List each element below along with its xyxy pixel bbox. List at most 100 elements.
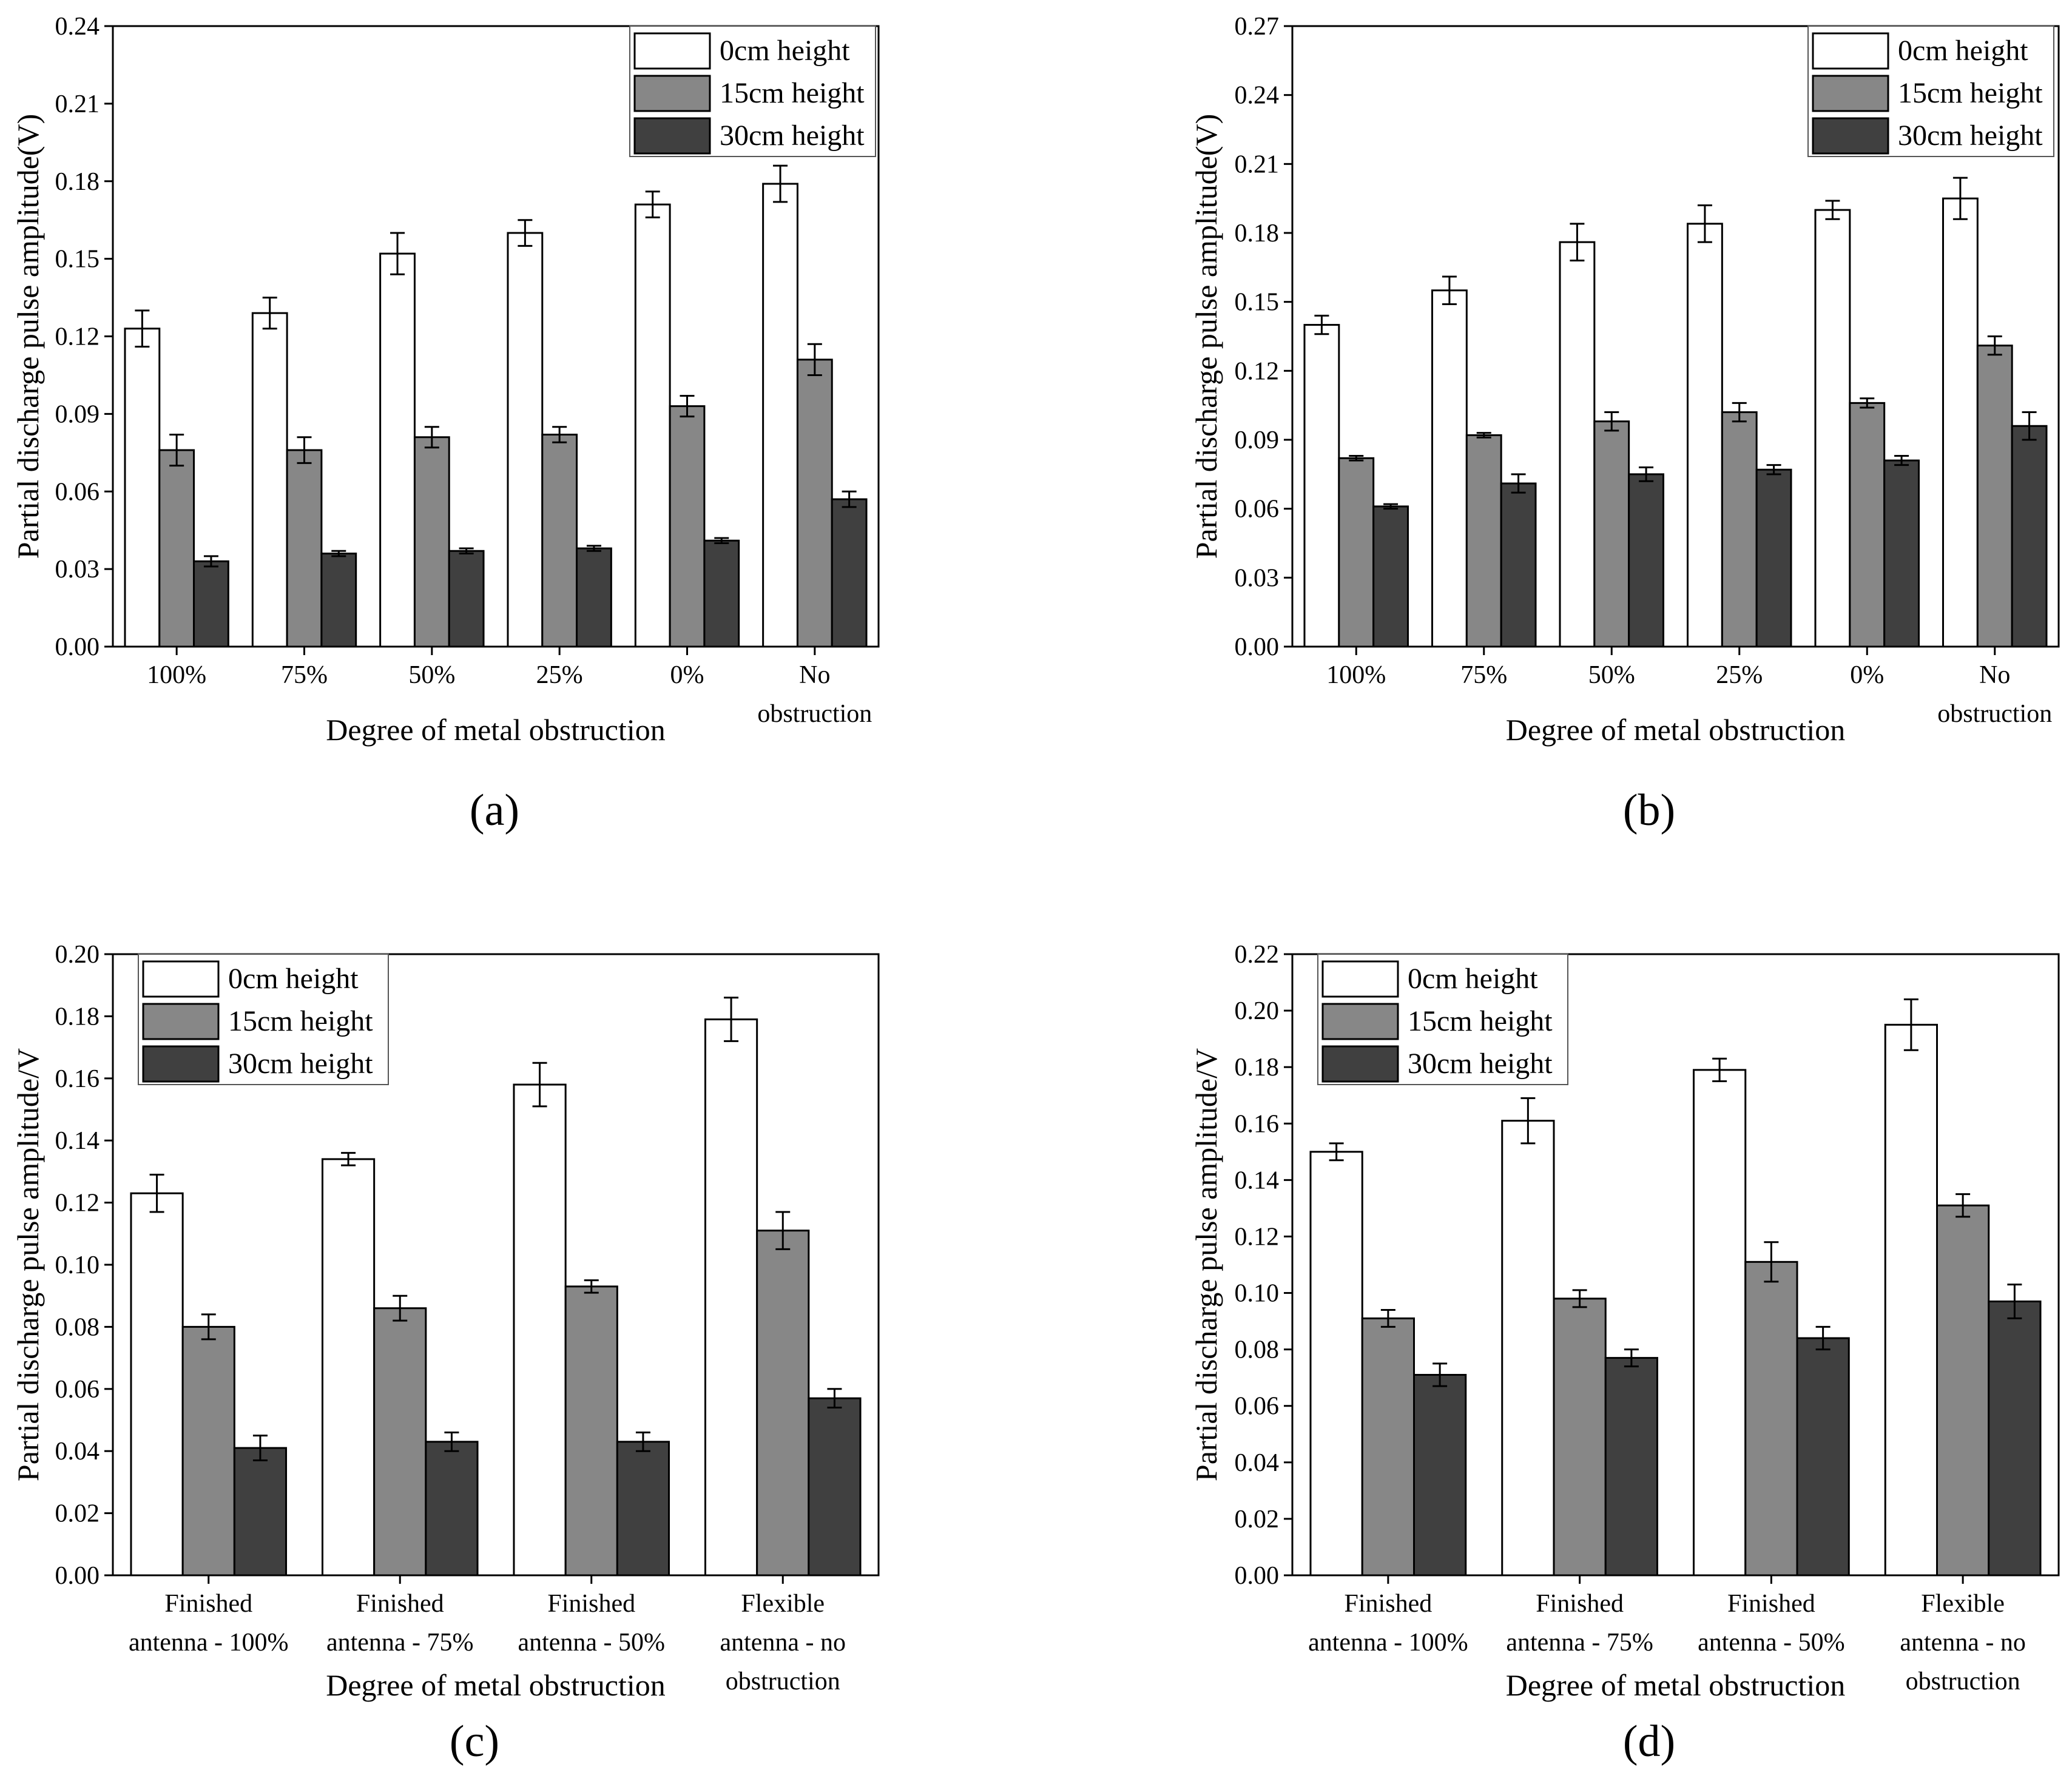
bar-30cm-height bbox=[193, 560, 229, 648]
x-tick-label: 25% bbox=[536, 661, 583, 689]
bar-15cm-height bbox=[1721, 411, 1758, 648]
y-tick-label: 0.27 bbox=[1235, 13, 1280, 41]
y-tick-label: 0.10 bbox=[1235, 1280, 1280, 1308]
x-tick-label: antenna - 100% bbox=[1308, 1629, 1468, 1657]
y-axis-title: Partial discharge pulse amplitude(V) bbox=[1189, 114, 1223, 559]
bar-15cm-height bbox=[1976, 345, 2013, 648]
y-tick-label: 0.00 bbox=[1235, 1562, 1280, 1590]
bar-0cm-height bbox=[379, 252, 416, 648]
bar-30cm-height bbox=[1796, 1337, 1850, 1577]
legend-entry: 15cm height bbox=[1898, 77, 2043, 109]
y-tick-label: 0.00 bbox=[1235, 633, 1280, 661]
bar-30cm-height bbox=[1413, 1374, 1467, 1577]
x-tick-label: Finished bbox=[356, 1590, 444, 1618]
y-tick-label: 0.16 bbox=[1235, 1110, 1280, 1138]
bar-15cm-height bbox=[1553, 1297, 1607, 1577]
y-tick-label: 0.18 bbox=[55, 1003, 100, 1031]
x-tick-label: 0% bbox=[1850, 661, 1884, 689]
y-tick-label: 0.20 bbox=[55, 941, 100, 969]
x-tick-label: antenna - 50% bbox=[1698, 1629, 1845, 1657]
y-tick-label: 0.21 bbox=[1235, 150, 1280, 178]
x-tick-label: Finished bbox=[547, 1590, 635, 1618]
y-tick-label: 0.09 bbox=[55, 400, 100, 428]
y-tick-label: 0.02 bbox=[55, 1500, 100, 1528]
y-tick-label: 0.02 bbox=[1235, 1506, 1280, 1533]
bar-30cm-height bbox=[425, 1441, 479, 1577]
legend: 0cm height 15cm height 30cm height bbox=[1317, 954, 1568, 1085]
bar-15cm-height bbox=[669, 405, 706, 648]
y-tick-label: 0.12 bbox=[1235, 1223, 1280, 1251]
y-tick-label: 0.16 bbox=[55, 1065, 100, 1093]
bar-0cm-height bbox=[1942, 197, 1979, 648]
bar-15cm-height bbox=[1849, 402, 1886, 648]
y-tick-label: 0.18 bbox=[1235, 1054, 1280, 1082]
chart-panel-a: 0.00 0.03 0.06 0.09 0.12 0.15 0.18 0.21 0.24 100%… bbox=[11, 13, 880, 835]
x-tick-label: Flexible bbox=[1921, 1590, 2005, 1618]
legend-entry: 30cm height bbox=[228, 1048, 373, 1080]
y-tick-label: 0.03 bbox=[55, 556, 100, 584]
legend-entry: 15cm height bbox=[1408, 1005, 1553, 1037]
panel-label: (d) bbox=[1623, 1717, 1675, 1766]
bar-30cm-height bbox=[2011, 425, 2048, 648]
y-tick-label: 0.04 bbox=[55, 1438, 100, 1466]
y-tick-label: 0.12 bbox=[55, 1190, 100, 1217]
bar-0cm-height bbox=[634, 203, 671, 648]
x-tick-label: antenna - 75% bbox=[1506, 1629, 1653, 1657]
y-tick-label: 0.10 bbox=[55, 1251, 100, 1279]
y-tick-label: 0.15 bbox=[55, 246, 100, 274]
chart-panel-c: 0.00 0.02 0.04 0.06 0.08 0.10 0.12 0.14 0.16 0.18… bbox=[11, 941, 880, 1766]
x-tick-label: obstruction bbox=[1937, 700, 2052, 728]
y-tick-label: 0.08 bbox=[55, 1313, 100, 1341]
legend: 0cm height 15cm height 30cm height bbox=[629, 25, 876, 157]
legend-swatch bbox=[142, 960, 220, 998]
y-tick-label: 0.14 bbox=[1235, 1166, 1280, 1194]
x-tick-label: No bbox=[799, 661, 830, 689]
bar-15cm-height bbox=[1593, 420, 1630, 648]
y-tick-label: 0.24 bbox=[55, 13, 100, 41]
bar-15cm-height bbox=[1935, 1204, 1990, 1577]
x-tick-label: Finished bbox=[1727, 1590, 1815, 1618]
y-tick-label: 0.09 bbox=[1235, 426, 1280, 454]
legend-entry: 0cm height bbox=[720, 35, 850, 67]
legend: 0cm height 15cm height 30cm height bbox=[138, 954, 389, 1085]
x-tick-label: obstruction bbox=[1906, 1668, 2020, 1695]
bar-30cm-height bbox=[233, 1447, 288, 1577]
bar-0cm-height bbox=[507, 232, 544, 648]
legend-entry: 30cm height bbox=[1898, 119, 2043, 152]
x-tick-label: 100% bbox=[1326, 661, 1386, 689]
bar-0cm-height bbox=[1501, 1120, 1555, 1577]
bar-30cm-height bbox=[1500, 482, 1537, 648]
legend-entry: 30cm height bbox=[1408, 1048, 1553, 1080]
legend-swatch bbox=[142, 1045, 220, 1083]
bar-15cm-height bbox=[413, 436, 450, 648]
bar-15cm-height bbox=[756, 1230, 810, 1577]
x-tick-label: No bbox=[1979, 661, 2010, 689]
y-axis-title: Partial discharge pulse amplitude/V bbox=[1189, 1048, 1223, 1481]
y-tick-label: 0.18 bbox=[55, 168, 100, 196]
x-axis-title: Degree of metal obstruction bbox=[326, 713, 666, 747]
bar-0cm-height bbox=[1431, 289, 1468, 648]
bar-0cm-height bbox=[1814, 209, 1851, 648]
bar-30cm-height bbox=[808, 1397, 862, 1577]
x-tick-label: Finished bbox=[1345, 1590, 1433, 1618]
x-tick-label: antenna - 75% bbox=[326, 1629, 474, 1657]
panel-label: (a) bbox=[470, 786, 519, 835]
bar-15cm-height bbox=[158, 449, 195, 648]
bar-30cm-height bbox=[1988, 1301, 2042, 1577]
y-tick-label: 0.18 bbox=[1235, 220, 1280, 247]
x-tick-label: antenna - 100% bbox=[129, 1629, 289, 1657]
x-tick-label: obstruction bbox=[726, 1668, 840, 1695]
bar-30cm-height bbox=[831, 498, 868, 648]
legend-entry: 30cm height bbox=[720, 119, 865, 152]
chart-panel-b: 0.00 0.03 0.06 0.09 0.12 0.15 0.18 0.21 0.24 0.27… bbox=[1189, 13, 2060, 835]
y-tick-label: 0.03 bbox=[1235, 564, 1280, 592]
legend-entry: 0cm height bbox=[228, 963, 359, 995]
y-tick-label: 0.20 bbox=[1235, 997, 1280, 1025]
legend-swatch bbox=[633, 117, 711, 155]
y-tick-label: 0.12 bbox=[55, 323, 100, 351]
bar-0cm-height bbox=[704, 1018, 758, 1577]
bar-30cm-height bbox=[1755, 468, 1792, 648]
y-tick-label: 0.06 bbox=[1235, 496, 1280, 523]
y-tick-label: 0.08 bbox=[1235, 1336, 1280, 1364]
y-tick-label: 0.00 bbox=[55, 1562, 100, 1590]
